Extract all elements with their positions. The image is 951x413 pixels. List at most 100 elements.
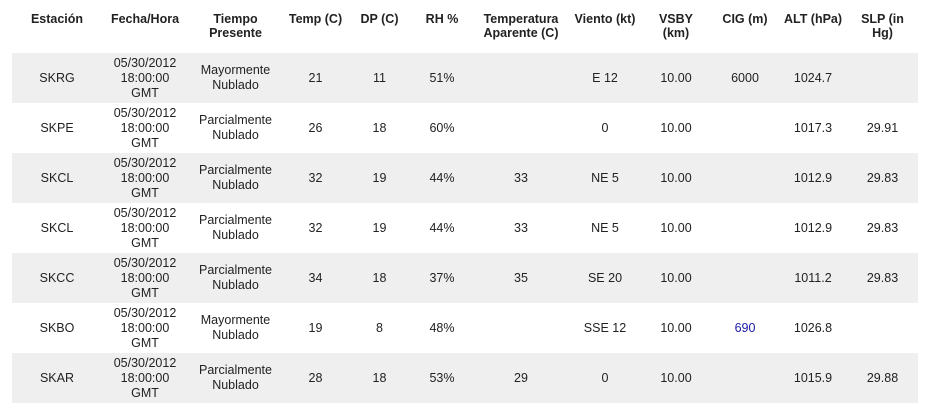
column-header: DP (C) <box>360 12 399 26</box>
table-cell <box>711 253 779 303</box>
table-row: SKPE 05/30/2012 18:00:00 GMT Parcialmente … <box>12 103 918 153</box>
table-cell: 19 <box>372 220 387 235</box>
table-cell: 05/30/2012 18:00:00 GMT <box>102 53 188 103</box>
table-cell: 29.88 <box>847 353 918 403</box>
table-cell: SKRG <box>12 53 102 103</box>
table-cell: SE 20 <box>569 253 641 303</box>
column-header: Fecha/Hora <box>110 12 180 26</box>
table-cell: 21 <box>283 53 348 103</box>
table-cell: 05/30/2012 18:00:00 GMT <box>113 105 177 150</box>
table-cell: 05/30/2012 18:00:00 GMT <box>102 153 188 203</box>
table-cell: 05/30/2012 18:00:00 GMT <box>102 253 188 303</box>
table-cell: 05/30/2012 18:00:00 GMT <box>102 353 188 403</box>
table-cell: 690 <box>711 303 779 353</box>
table-cell: 11 <box>348 53 411 103</box>
table-cell: 6000 <box>711 53 779 103</box>
table-cell: 18 <box>348 253 411 303</box>
table-cell <box>711 353 779 403</box>
table-cell: 26 <box>308 120 323 135</box>
table-cell: 18 <box>348 353 411 403</box>
column-header: SLP (in Hg) <box>861 12 904 40</box>
table-cell: Parcialmente Nublado <box>188 353 283 403</box>
table-cell: 0 <box>601 120 609 135</box>
table-cell: 37% <box>411 253 473 303</box>
table-cell <box>473 53 569 103</box>
table-cell: 29.83 <box>847 153 918 203</box>
table-cell: 34 <box>283 253 348 303</box>
table-cell: 19 <box>348 153 411 203</box>
table-cell: 1011.2 <box>779 253 847 303</box>
table-cell: NE 5 <box>591 220 619 235</box>
table-cell: 35 <box>473 253 569 303</box>
table-row: SKRG 05/30/2012 18:00:00 GMT Mayormente Nu… <box>12 53 918 103</box>
table-row: SKBO 05/30/2012 18:00:00 GMT Mayormente Nu… <box>12 303 918 353</box>
table-cell: 10.00 <box>641 253 711 303</box>
table-cell: 1012.9 <box>779 153 847 203</box>
table-cell <box>473 103 569 153</box>
table-cell: 18 <box>372 120 387 135</box>
table-cell: 29 <box>473 353 569 403</box>
table-cell: 28 <box>283 353 348 403</box>
table-cell: Mayormente Nublado <box>188 53 283 103</box>
table-cell: 05/30/2012 18:00:00 GMT <box>113 305 177 350</box>
table-cell: 48% <box>429 320 455 335</box>
table-cell: 19 <box>308 320 323 335</box>
table-cell: 1012.9 <box>793 220 833 235</box>
table-cell <box>711 203 779 253</box>
table-cell: 1024.7 <box>779 53 847 103</box>
table-cell: Parcialmente Nublado <box>188 253 283 303</box>
table-cell: 33 <box>514 220 528 235</box>
column-header: VSBY (km) <box>658 12 694 40</box>
column-header: ALT (hPa) <box>783 12 843 26</box>
table-cell: 32 <box>308 220 323 235</box>
table-cell: NE 5 <box>569 153 641 203</box>
column-header: Tiempo Presente <box>209 12 262 40</box>
table-cell <box>711 153 779 203</box>
table-cell: 33 <box>473 153 569 203</box>
table-cell: Mayormente Nublado <box>200 313 271 342</box>
table-cell <box>847 53 918 103</box>
table-row: SKAR 05/30/2012 18:00:00 GMT Parcialmente … <box>12 353 918 403</box>
table-cell: 51% <box>411 53 473 103</box>
table-cell: 60% <box>429 120 455 135</box>
table-cell: Parcialmente Nublado <box>188 153 283 203</box>
table-cell: SKPE <box>40 120 74 135</box>
column-header: Temperatura Aparente (C) <box>483 12 559 40</box>
table-cell: 05/30/2012 18:00:00 GMT <box>113 205 177 250</box>
table-cell <box>847 303 918 353</box>
cell-link[interactable]: 690 <box>734 320 756 335</box>
table-cell: 10.00 <box>641 353 711 403</box>
table-cell: 29.83 <box>866 220 899 235</box>
table-cell: 1017.3 <box>793 120 833 135</box>
table-cell: 1026.8 <box>793 320 833 335</box>
table-cell: 32 <box>283 153 348 203</box>
table-cell: 0 <box>569 353 641 403</box>
table-cell <box>473 303 569 353</box>
table-cell: SKCC <box>12 253 102 303</box>
column-header: RH % <box>425 12 459 26</box>
table-row: SKCL 05/30/2012 18:00:00 GMT Parcialmente … <box>12 203 918 253</box>
table-cell: 8 <box>376 320 383 335</box>
table-body: SKRG 05/30/2012 18:00:00 GMT Mayormente Nu… <box>12 53 918 403</box>
table-cell: 29.83 <box>847 253 918 303</box>
table-cell: SKCL <box>12 153 102 203</box>
table-cell: 10.00 <box>660 120 692 135</box>
column-header: CIG (m) <box>722 12 768 26</box>
header-row: Estación Fecha/Hora Tiempo Presente Temp (C… <box>12 4 918 53</box>
table-cell: 10.00 <box>660 220 692 235</box>
column-header: Temp (C) <box>288 12 343 26</box>
table-cell: E 12 <box>569 53 641 103</box>
table-cell: 1015.9 <box>779 353 847 403</box>
table-cell: 10.00 <box>660 320 692 335</box>
table-cell: SKAR <box>12 353 102 403</box>
table-cell: 29.91 <box>866 120 899 135</box>
table-cell <box>711 103 779 153</box>
table-cell: Parcialmente Nublado <box>199 213 272 242</box>
table-cell: 44% <box>411 153 473 203</box>
table-cell: 10.00 <box>641 53 711 103</box>
table-cell: 53% <box>411 353 473 403</box>
table-row: SKCC 05/30/2012 18:00:00 GMT Parcialmente … <box>12 253 918 303</box>
table-cell: SKCL <box>40 220 74 235</box>
table-cell: SSE 12 <box>583 320 627 335</box>
